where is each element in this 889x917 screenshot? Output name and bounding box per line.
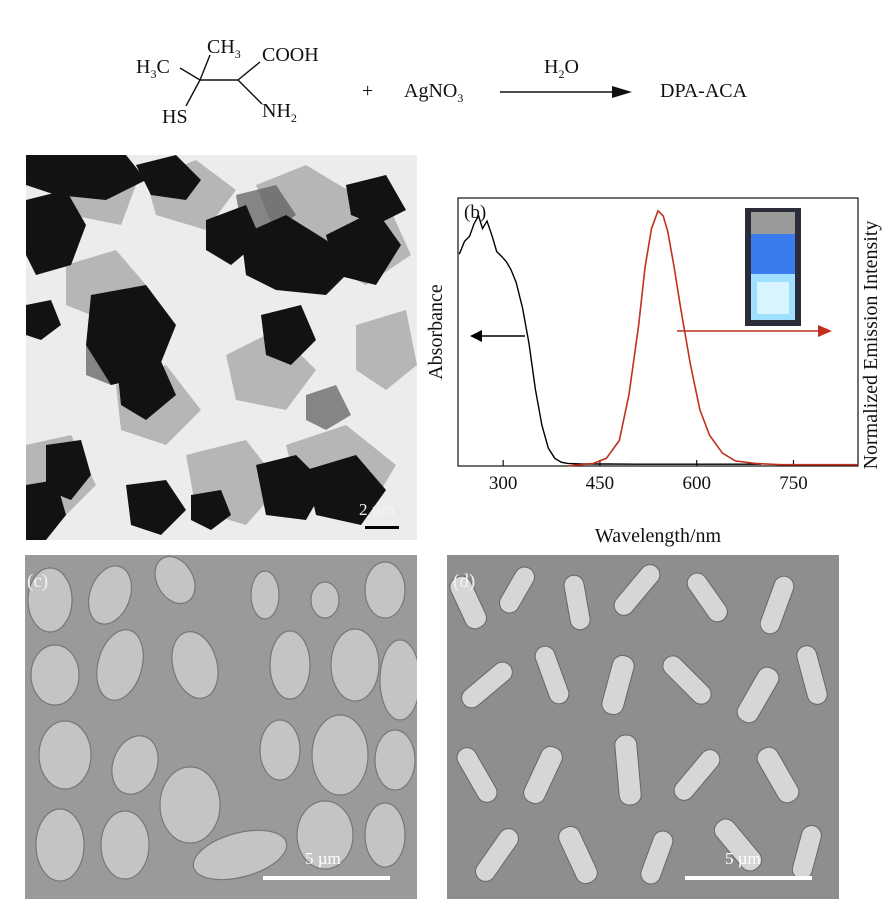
tem-particles [26, 155, 417, 540]
vial-photo [745, 208, 801, 326]
panel-a-scale-bar [365, 526, 399, 529]
panel-b-label: (b) [464, 202, 487, 223]
plot-frame [457, 197, 859, 467]
reaction-scheme: CH3 COOH H3C HS NH2 + AgNO3 H2O DPA-ACA [0, 0, 889, 145]
panel-a-scale-text: 2 µm [359, 500, 395, 519]
y-axis-label-right: Normalized Emission Intensity [860, 221, 882, 470]
x-tick-label: 450 [586, 473, 615, 494]
nh2-group: NH2 [262, 100, 297, 125]
h3c-group: H3C [136, 56, 170, 81]
product-label: DPA-ACA [660, 80, 748, 102]
panel-a-tem-image: (a) 2 µm [26, 155, 417, 540]
sem-cells-c [27, 555, 417, 882]
panel-a-label: (a) [28, 157, 50, 178]
spectra-chart: 300 450 600 750 Wavelength/nm Absorbance No… [425, 197, 882, 547]
x-tick-label: 600 [682, 473, 711, 494]
silver-nitrate: AgNO3 [404, 80, 464, 105]
panel-c-label: (c) [27, 571, 49, 592]
x-tick-label: 300 [489, 473, 518, 494]
panel-c-scale-text: 5 µm [305, 849, 341, 868]
absorbance-series [458, 214, 762, 465]
molecule-bonds [179, 54, 632, 107]
x-tick-label: 750 [779, 473, 808, 494]
panel-d-scale-text: 5 µm [725, 849, 761, 868]
hs-group: HS [162, 106, 188, 128]
x-axis-label: Wavelength/nm [595, 525, 722, 547]
left-arrow [470, 330, 525, 342]
panel-d-sem-image: (d) 5 µm [447, 555, 839, 899]
solvent-label: H2O [544, 56, 579, 81]
emission-series [567, 209, 858, 467]
panel-d-label: (d) [453, 571, 476, 592]
y-axis-label-left: Absorbance [425, 284, 447, 380]
panel-b-spectra: 300 450 600 750 Wavelength/nm Absorbance No… [420, 150, 889, 550]
right-arrow [677, 325, 832, 337]
panel-d-scale-bar [685, 876, 812, 880]
sem-cells-d [449, 564, 828, 885]
panel-c-sem-image: (c) 5 µm [25, 555, 417, 899]
ch3-group: CH3 [207, 36, 241, 61]
panel-c-scale-bar [263, 876, 390, 880]
plus-sign: + [362, 80, 374, 102]
cooh-group: COOH [262, 44, 319, 66]
